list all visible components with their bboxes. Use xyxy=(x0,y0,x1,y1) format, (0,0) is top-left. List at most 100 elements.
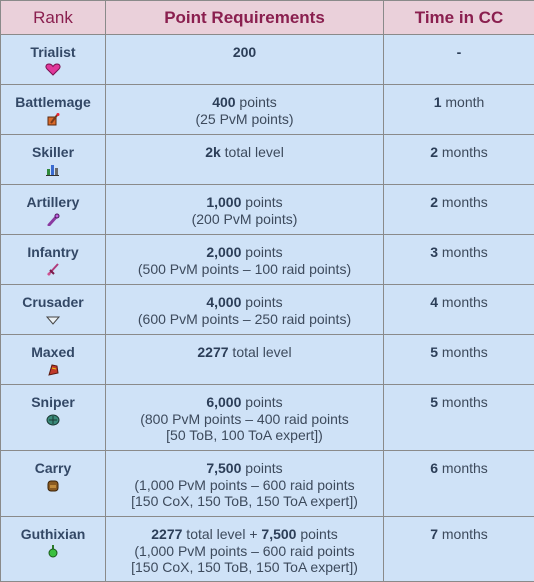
time-value: 4 xyxy=(430,294,438,310)
requirement-value: 6,000 xyxy=(206,394,241,410)
requirement-line: (1,000 PvM points – 600 raid points xyxy=(106,543,383,560)
requirement-line: (1,000 PvM points – 600 raid points xyxy=(106,477,383,494)
carry-backpack-icon xyxy=(45,479,61,492)
requirement-line: 6,000 points xyxy=(106,394,383,411)
requirement-line: (800 PvM points – 400 raid points xyxy=(106,411,383,428)
requirement-line: 7,500 points xyxy=(106,460,383,477)
requirement-text: (500 PvM points – 100 raid points) xyxy=(138,261,351,277)
time-unit: months xyxy=(438,460,488,476)
requirement-value: 2k xyxy=(205,144,221,160)
rank-name: Carry xyxy=(1,460,105,477)
requirement-text: total level + xyxy=(182,526,261,542)
rank-cell: Skiller xyxy=(1,135,106,185)
requirement-line: (25 PvM points) xyxy=(106,111,383,128)
point-requirements-cell: 200 xyxy=(106,35,384,85)
requirement-line: 200 xyxy=(106,44,383,61)
requirement-value: 2277 xyxy=(197,344,228,360)
rank-name: Battlemage xyxy=(1,94,105,111)
time-in-cc-cell: 3 months xyxy=(384,235,534,285)
requirement-line: (500 PvM points – 100 raid points) xyxy=(106,261,383,278)
requirement-line: 2,000 points xyxy=(106,244,383,261)
point-requirements-cell: 2277 total level + 7,500 points(1,000 Pv… xyxy=(106,517,384,582)
time-value: 5 xyxy=(430,394,438,410)
header-time-in-cc: Time in CC xyxy=(384,1,534,35)
point-requirements-cell: 1,000 points(200 PvM points) xyxy=(106,185,384,235)
infantry-sword-icon xyxy=(45,263,61,276)
requirement-line: [150 CoX, 150 ToB, 150 ToA expert]) xyxy=(106,559,383,576)
time-value: 6 xyxy=(430,460,438,476)
rank-name: Guthixian xyxy=(1,526,105,543)
artillery-icon xyxy=(45,213,61,226)
requirement-text: total level xyxy=(221,144,284,160)
rank-cell: Guthixian xyxy=(1,517,106,582)
requirement-text: (800 PvM points – 400 raid points xyxy=(140,411,349,427)
time-unit: months xyxy=(438,394,488,410)
rank-cell: Infantry xyxy=(1,235,106,285)
time-in-cc-cell: 6 months xyxy=(384,451,534,517)
point-requirements-cell: 2,000 points(500 PvM points – 100 raid p… xyxy=(106,235,384,285)
pink-heart-icon xyxy=(45,63,61,76)
skill-bars-icon xyxy=(45,163,61,176)
time-in-cc-cell: 1 month xyxy=(384,85,534,135)
rank-name: Artillery xyxy=(1,194,105,211)
sniper-shell-icon xyxy=(45,413,61,426)
time-in-cc-cell: 7 months xyxy=(384,517,534,582)
requirement-text: points xyxy=(241,394,282,410)
requirement-text: [50 ToB, 100 ToA expert]) xyxy=(166,427,323,443)
requirement-line: 2k total level xyxy=(106,144,383,161)
rank-cell: Carry xyxy=(1,451,106,517)
requirement-value: 2277 xyxy=(151,526,182,542)
rank-name: Trialist xyxy=(1,44,105,61)
rank-cell: Crusader xyxy=(1,285,106,335)
guthix-potion-icon xyxy=(45,545,61,558)
time-in-cc-cell: - xyxy=(384,35,534,85)
requirement-value: 400 xyxy=(212,94,235,110)
requirement-text: total level xyxy=(229,344,292,360)
requirement-line: (600 PvM points – 250 raid points) xyxy=(106,311,383,328)
requirement-line: 2277 total level xyxy=(106,344,383,361)
time-unit: months xyxy=(438,194,488,210)
point-requirements-cell: 2k total level xyxy=(106,135,384,185)
time-value: 5 xyxy=(430,344,438,360)
table-header-row: Rank Point Requirements Time in CC xyxy=(1,1,534,35)
rank-cell: Artillery xyxy=(1,185,106,235)
time-unit: - xyxy=(457,44,462,60)
time-unit: months xyxy=(438,526,488,542)
rank-name: Crusader xyxy=(1,294,105,311)
requirement-value: 7,500 xyxy=(261,526,296,542)
maxed-cape-icon xyxy=(45,363,61,376)
rank-name: Infantry xyxy=(1,244,105,261)
header-rank: Rank xyxy=(1,1,106,35)
rank-name: Skiller xyxy=(1,144,105,161)
requirement-text: (25 PvM points) xyxy=(195,111,293,127)
time-unit: months xyxy=(438,344,488,360)
time-value: 7 xyxy=(430,526,438,542)
requirement-value: 1,000 xyxy=(206,194,241,210)
requirement-value: 200 xyxy=(233,44,256,60)
requirement-text: (1,000 PvM points – 600 raid points xyxy=(134,543,354,559)
requirement-line: [150 CoX, 150 ToB, 150 ToA expert]) xyxy=(106,493,383,510)
time-unit: months xyxy=(438,294,488,310)
time-value: 2 xyxy=(430,144,438,160)
requirement-text: [150 CoX, 150 ToB, 150 ToA expert]) xyxy=(131,559,358,575)
point-requirements-cell: 6,000 points(800 PvM points – 400 raid p… xyxy=(106,385,384,451)
battlemage-staff-icon xyxy=(45,113,61,126)
rank-name: Sniper xyxy=(1,394,105,411)
time-unit: months xyxy=(438,244,488,260)
requirement-value: 2,000 xyxy=(206,244,241,260)
rank-cell: Battlemage xyxy=(1,85,106,135)
point-requirements-cell: 4,000 points(600 PvM points – 250 raid p… xyxy=(106,285,384,335)
requirement-line: 400 points xyxy=(106,94,383,111)
requirement-value: 4,000 xyxy=(206,294,241,310)
point-requirements-cell: 7,500 points(1,000 PvM points – 600 raid… xyxy=(106,451,384,517)
time-in-cc-cell: 5 months xyxy=(384,335,534,385)
time-unit: month xyxy=(441,94,484,110)
